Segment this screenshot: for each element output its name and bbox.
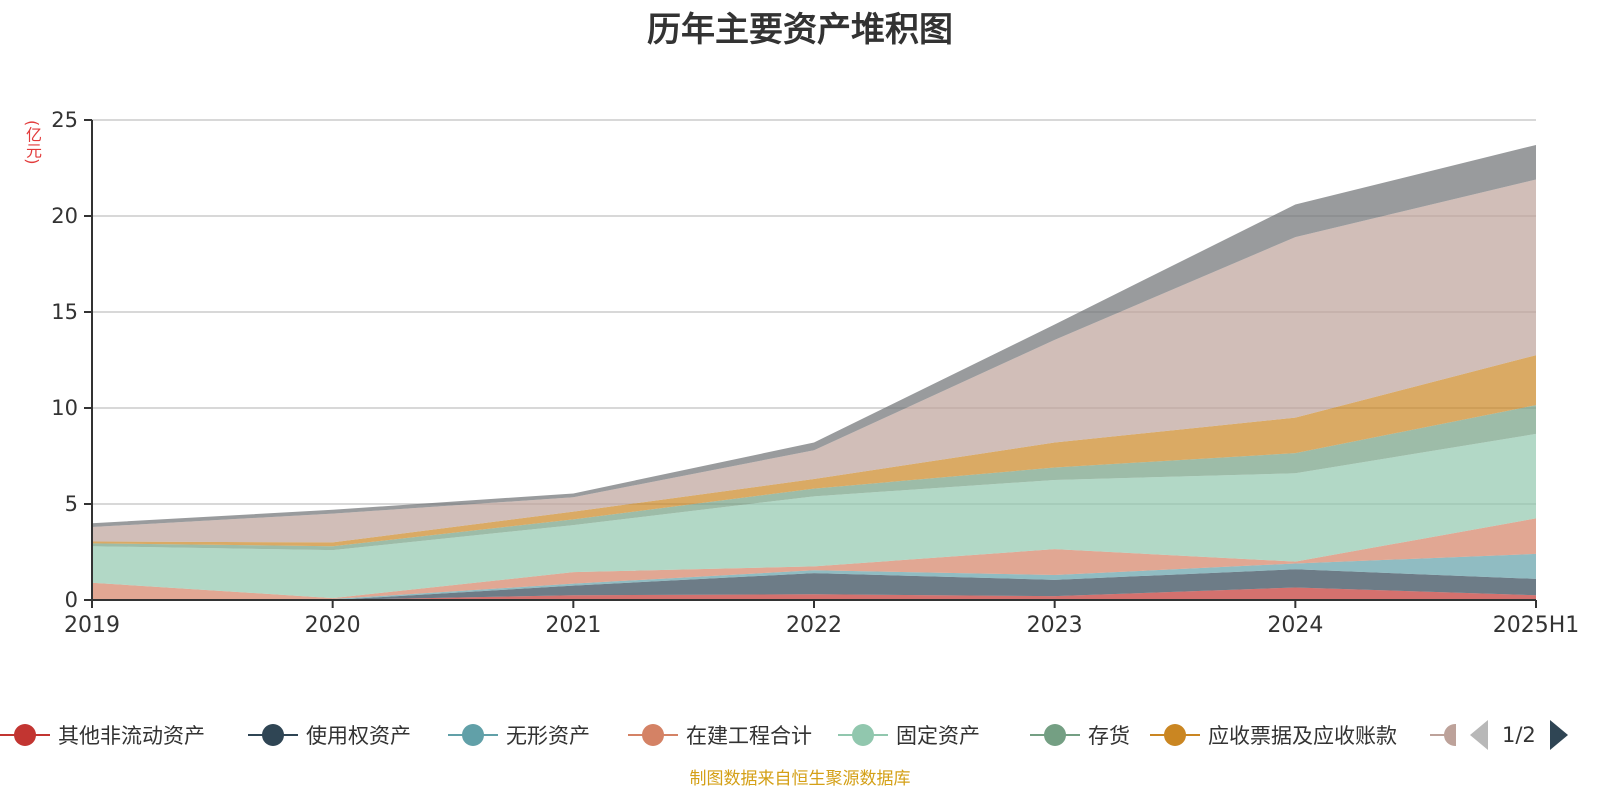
y-tick-label: 5 (65, 492, 78, 516)
legend-marker-icon (628, 718, 678, 752)
legend-marker-icon (0, 718, 50, 752)
legend-item[interactable]: 其他非流动资产 (0, 718, 205, 752)
legend-marker-icon (838, 718, 888, 752)
x-tick-labels: 2019 2020 2021 2022 2023 2024 2025H1 (64, 613, 1579, 638)
y-tick-labels: 0 5 10 15 20 25 (51, 108, 78, 612)
legend-marker-icon (1430, 718, 1456, 752)
series-area-5 (92, 433, 1536, 599)
legend-item[interactable]: 在建工程合计 (628, 718, 812, 752)
legend-prev-page-button[interactable] (1470, 720, 1488, 750)
y-axis-unit-label: (亿元) (23, 120, 42, 165)
legend-item[interactable] (1430, 718, 1464, 752)
legend-item[interactable]: 无形资产 (448, 718, 590, 752)
legend-next-page-button[interactable] (1549, 720, 1568, 750)
stacked-area-chart: 0 5 10 15 20 25 2019 2020 2021 2022 2023 2024 2025H… (51, 108, 1579, 638)
legend-label: 固定资产 (896, 724, 980, 748)
chart-legend: 其他非流动资产 使用权资产 无形资产 在建工程合计 固定资产 存货 应收票据及应收账款 (0, 718, 1600, 752)
legend-page-indicator: 1/2 (1502, 723, 1536, 747)
legend-item[interactable]: 应收票据及应收账款 (1150, 718, 1397, 752)
x-tick-label: 2024 (1267, 613, 1323, 638)
legend-label: 使用权资产 (306, 724, 411, 748)
legend-marker-icon (248, 718, 298, 752)
series-areas (92, 144, 1536, 600)
x-tick-label: 2021 (545, 613, 601, 638)
series-area-7 (92, 355, 1536, 547)
series-area-8 (92, 179, 1536, 543)
y-tick-label: 20 (51, 204, 78, 228)
legend-item[interactable]: 存货 (1030, 718, 1130, 752)
legend-marker-icon (1030, 718, 1080, 752)
series-area-2 (92, 569, 1536, 600)
legend-marker-icon (448, 718, 498, 752)
y-tick-label: 25 (51, 108, 78, 132)
legend-item[interactable]: 固定资产 (838, 718, 980, 752)
legend-label: 在建工程合计 (686, 724, 812, 748)
legend-label: 其他非流动资产 (58, 724, 205, 748)
x-tick-label: 2025H1 (1493, 613, 1580, 638)
legend-label: 应收票据及应收账款 (1208, 724, 1397, 748)
legend-item[interactable]: 使用权资产 (248, 718, 411, 752)
y-tick-label: 0 (65, 588, 78, 612)
legend-label: 无形资产 (506, 724, 590, 748)
series-area-9 (92, 144, 1536, 528)
legend-pager: 1/2 (1470, 718, 1568, 752)
legend-marker-icon (1150, 718, 1200, 752)
chart-title: 历年主要资产堆积图 (647, 10, 953, 50)
x-tick-label: 2022 (786, 613, 842, 638)
data-source-note: 制图数据来自恒生聚源数据库 (689, 769, 911, 789)
x-tick-label: 2019 (64, 613, 120, 638)
series-area-1 (92, 587, 1536, 600)
x-tick-label: 2020 (305, 613, 361, 638)
legend-label: 存货 (1088, 724, 1130, 748)
x-tick-label: 2023 (1027, 613, 1083, 638)
y-tick-label: 15 (51, 300, 78, 324)
axes (84, 119, 1537, 608)
y-tick-label: 10 (51, 396, 78, 420)
